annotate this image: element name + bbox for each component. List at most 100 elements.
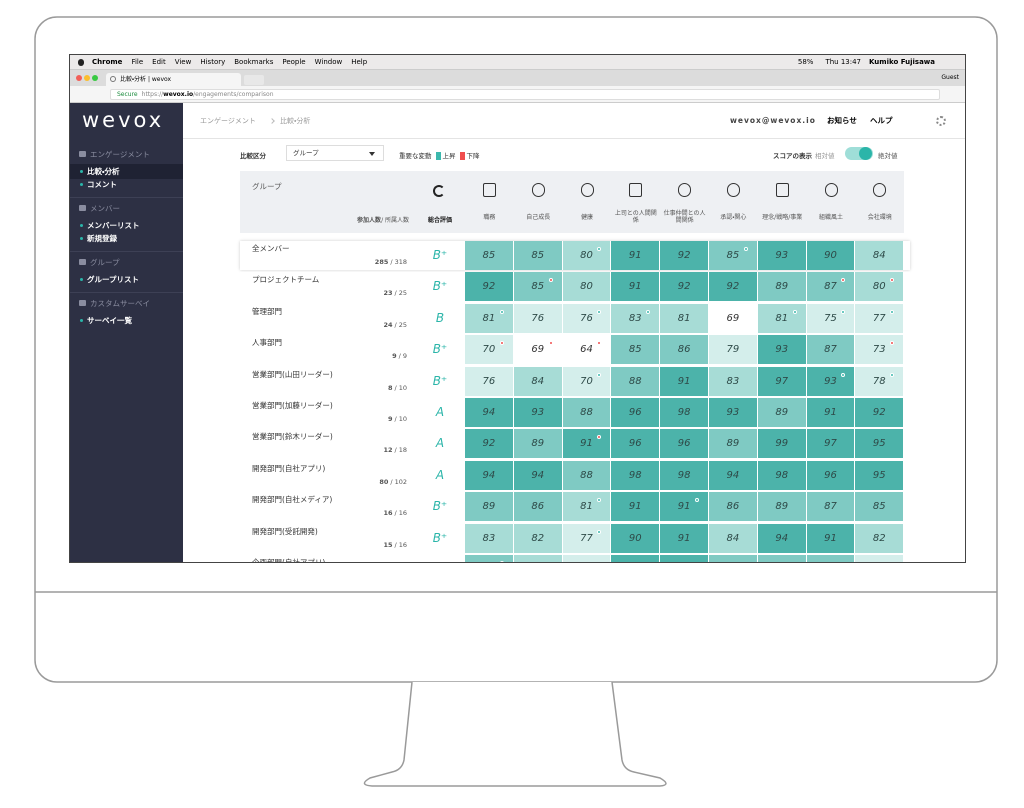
breadcrumb-item: エンゲージメント [200, 117, 256, 125]
sidebar-divider [70, 197, 183, 198]
count-header-bold: 参加人数 [357, 217, 382, 224]
count-separator: / [394, 540, 397, 549]
column-icon [629, 183, 643, 197]
participants: 23 [383, 289, 393, 298]
member-count: 23/25 [383, 289, 407, 297]
participants: 285 [374, 258, 389, 266]
column-header: 健康 [580, 213, 593, 221]
score-cell: 87 [806, 492, 855, 522]
score-cell: 91 [611, 272, 660, 302]
participants: 16 [383, 509, 393, 518]
score-cell: 83 [465, 523, 513, 553]
score-cell: 91 [611, 241, 660, 270]
column-icon [483, 183, 496, 197]
group-name: 全メンバー [252, 244, 290, 253]
tab-bar: 比較・分析 | wevox Guest [70, 70, 965, 86]
score-cell: 91 [562, 429, 611, 459]
score-cell: 64 [562, 335, 611, 365]
change-dot [597, 341, 602, 346]
url-field: Secure https://wevox.io/engagements/compa… [110, 89, 940, 100]
change-dot [890, 278, 895, 283]
breadcrumb-chevron [269, 118, 275, 124]
count-separator: / [398, 352, 401, 361]
table-row: 管理部門 24/25 B 81 76 76 83 81 69 81 75 77 [240, 303, 911, 333]
secure-label: Secure [117, 91, 138, 98]
score-cell: 98 [660, 398, 708, 427]
change-dot [597, 372, 602, 377]
absolute-option: 絶対値 [878, 152, 898, 160]
change-dot [499, 561, 504, 562]
score-cell: 79 [709, 335, 757, 365]
sidebar-item: コメント [70, 177, 183, 192]
menu-bar: Chrome File Edit View History Bookmarks People… [70, 55, 965, 70]
table-row: プロジェクトチーム 23/25 B⁺ 92 85 80 91 92 92 89 87 80 [240, 272, 911, 302]
score-cell: 86 [660, 335, 708, 365]
score-cell: 87 [465, 555, 513, 562]
grade-icon [433, 185, 445, 197]
score-cell: 84 [709, 523, 757, 553]
count-separator: / [390, 258, 393, 266]
menu-status: 58% Thu 13:47 Kumiko Fujisawa [798, 55, 935, 70]
logo: wevox [82, 108, 165, 132]
score-cell: 84 [513, 366, 562, 396]
sidebar-item: 比較・分析 [70, 164, 183, 179]
score-cell: 89 [757, 492, 806, 522]
url-host: wevox.io [163, 91, 194, 98]
score-cell: 91 [611, 555, 660, 562]
change-dot [499, 309, 504, 314]
sidebar-bullet [80, 183, 83, 186]
score-cell: 92 [709, 272, 757, 302]
compare-select: グループ [286, 145, 384, 161]
select-arrow [369, 152, 375, 156]
menu-item: Bookmarks [234, 58, 274, 66]
column-icon [727, 183, 740, 197]
grade: B⁺ [415, 555, 465, 562]
notices: お知らせ [827, 116, 857, 125]
score-cell: 85 [709, 555, 757, 562]
count-separator: / [394, 446, 397, 455]
group-name: 営業部門(鈴木リーダー) [252, 432, 333, 442]
menu-app: Chrome [92, 58, 123, 66]
grade-header: 総合評価 [427, 217, 452, 224]
participants: 8 [387, 383, 393, 392]
members: 16 [398, 540, 407, 549]
score-cell: 96 [611, 429, 660, 459]
score-cell: 89 [513, 429, 562, 459]
grade: B [435, 310, 445, 325]
change-dot [499, 341, 504, 346]
grade: B⁺ [432, 279, 448, 294]
change-dot [548, 278, 553, 283]
score-cell: 92 [660, 241, 708, 270]
score-cell: 88 [611, 366, 660, 396]
score-cell: 94 [465, 460, 513, 490]
sidebar-icon [79, 300, 86, 306]
score-cell: 83 [709, 366, 757, 396]
change-dot [841, 309, 846, 314]
down-dot: 下降 [459, 152, 480, 160]
score-cell: 81 [465, 303, 513, 333]
column-header: 承認・関心 [720, 213, 747, 221]
grade: B⁺ [432, 530, 448, 545]
member-count: 24/25 [383, 321, 407, 329]
group-name: 開発部門(受託開発) [252, 526, 318, 536]
sidebar-section: エンゲージメント [90, 150, 150, 159]
sidebar-item: グループリスト [70, 272, 183, 287]
score-cell: 91 [660, 523, 708, 553]
table-row: 営業部門(加藤リーダー) 9/10 A 94 93 88 96 98 93 89 91 92 [240, 398, 911, 427]
members: 102 [394, 477, 407, 486]
score-cell: 88 [757, 555, 806, 562]
table-row: 営業部門(山田リーダー) 8/10 B⁺ 76 84 70 88 91 83 97 93 78 [240, 366, 911, 396]
sidebar-section: メンバー [90, 204, 120, 213]
score-cell: 92 [465, 429, 513, 459]
score-cell: 85 [611, 335, 660, 365]
score-cell: 96 [660, 429, 708, 459]
score-cell: 89 [465, 492, 513, 522]
column-icon [775, 183, 789, 197]
participants: 15 [383, 540, 393, 549]
score-cell: 97 [757, 366, 806, 396]
menu-item: File [131, 58, 144, 66]
breadcrumb-item: 比較・分析 [280, 117, 311, 125]
column-header: 会社環境 [867, 213, 892, 221]
compare-label: 比較区分 [240, 152, 266, 160]
